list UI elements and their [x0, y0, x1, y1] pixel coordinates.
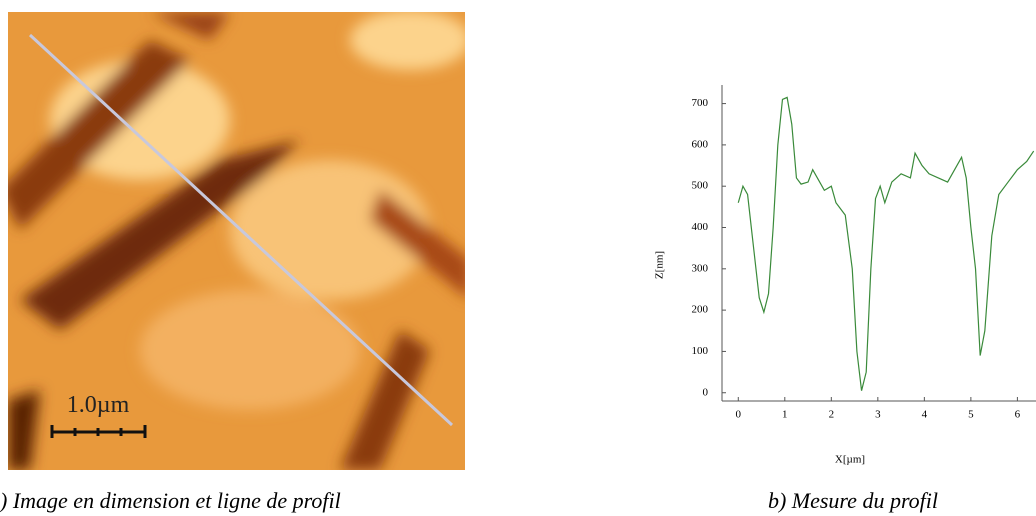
- x-tick-label: 3: [875, 409, 881, 421]
- x-tick-label: 0: [736, 409, 742, 421]
- x-tick-label: 6: [1015, 409, 1021, 421]
- scale-label: 1.0µm: [67, 392, 130, 418]
- y-tick-label: 700: [692, 97, 709, 109]
- y-tick-label: 400: [692, 221, 709, 233]
- x-tick-label: 4: [922, 409, 928, 421]
- x-tick-label: 2: [829, 409, 835, 421]
- y-tick-label: 500: [692, 180, 709, 192]
- image-caption: ) Image en dimension et ligne de profil: [0, 488, 341, 513]
- y-tick-label: 300: [692, 262, 709, 274]
- profile-line: [737, 96, 1035, 391]
- chart-caption: b) Mesure du profil: [768, 488, 938, 513]
- y-tick-label: 100: [692, 345, 709, 357]
- afm-image: 1.0µm: [8, 12, 465, 470]
- y-tick-label: 200: [692, 304, 709, 316]
- x-axis-label: X[µm]: [835, 454, 865, 466]
- y-tick-label: 600: [692, 138, 709, 150]
- y-tick-label: 0: [703, 386, 709, 398]
- x-tick-label: 5: [968, 409, 974, 421]
- y-axis-label: Z[nm]: [654, 251, 666, 279]
- x-tick-label: 1: [782, 409, 788, 421]
